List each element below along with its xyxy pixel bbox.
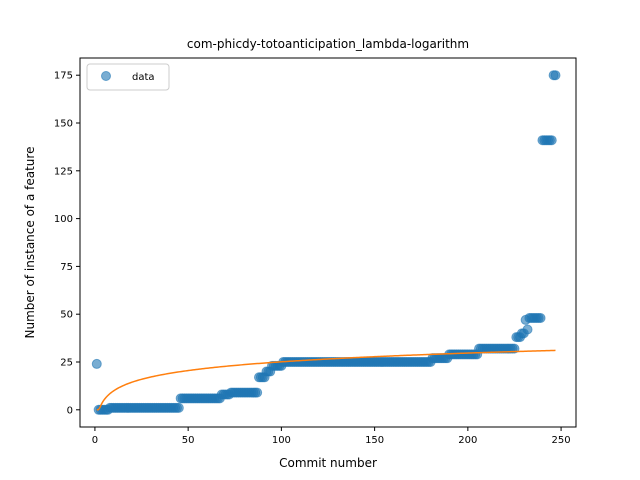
y-tick-label: 75	[60, 262, 73, 273]
legend: data	[86, 63, 170, 91]
data-point	[91, 358, 102, 369]
x-tick-label: 50	[182, 435, 195, 446]
y-tick-label: 0	[67, 405, 73, 416]
y-tick-label: 25	[60, 357, 73, 368]
x-tick-label: 0	[92, 435, 98, 446]
y-tick-label: 100	[54, 214, 73, 225]
fit-line	[96, 349, 556, 411]
data-point	[535, 313, 546, 324]
x-tick-label: 150	[365, 435, 384, 446]
data-point	[550, 70, 561, 81]
x-axis-label: Commit number	[279, 456, 377, 470]
y-tick-label: 125	[54, 166, 73, 177]
legend-marker	[101, 71, 111, 81]
data-point	[173, 402, 184, 413]
y-tick-label: 150	[54, 119, 73, 130]
data-layer	[91, 70, 561, 415]
chart-title: com-phicdy-totoanticipation_lambda-logar…	[187, 37, 469, 51]
x-tick-label: 250	[552, 435, 571, 446]
y-axis-label: Number of instance of a feature	[23, 147, 37, 339]
y-tick-label: 50	[60, 310, 73, 321]
y-tick-label: 175	[54, 71, 73, 82]
legend-box	[86, 63, 170, 91]
x-tick-label: 100	[272, 435, 291, 446]
legend-label-data: data	[132, 72, 155, 83]
x-tick-label: 200	[458, 435, 477, 446]
ticks-layer: 0 50 100 150 200 250 0 25 50 75 100 125 150 175	[54, 71, 571, 446]
data-point	[546, 135, 557, 146]
plot-frame	[79, 57, 577, 428]
data-point	[252, 387, 263, 398]
data-point	[522, 324, 533, 335]
